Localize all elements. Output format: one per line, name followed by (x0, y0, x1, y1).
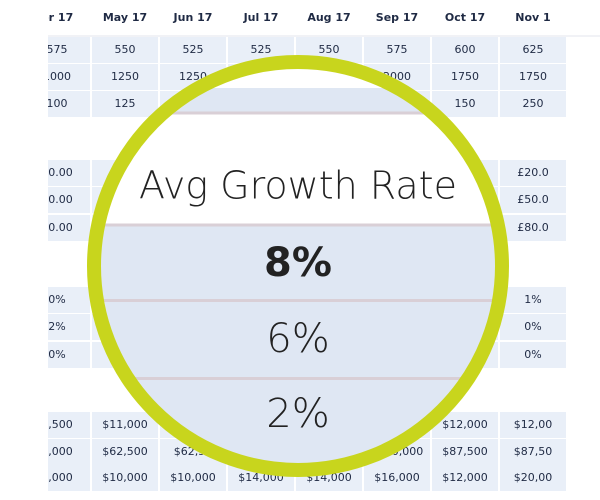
cell (500, 412, 566, 438)
cell (48, 439, 90, 465)
cell (92, 64, 158, 90)
cell-text: $16,000 (374, 471, 420, 484)
cell-text: 1750 (451, 70, 479, 83)
cell (432, 37, 498, 63)
cell (364, 37, 430, 63)
cell-text: 0,000 (41, 471, 73, 484)
cell (48, 37, 90, 63)
magnifier-title: Avg Growth Rate (139, 164, 457, 208)
cell (364, 465, 430, 491)
cell-text: 525 (251, 43, 272, 56)
cell (432, 465, 498, 491)
cell (48, 287, 90, 313)
cell (500, 37, 566, 63)
cell (92, 465, 158, 491)
cell (48, 342, 90, 368)
cell (48, 187, 90, 213)
cell (432, 91, 498, 117)
column-header: pr 17 (41, 11, 73, 24)
cell (48, 465, 90, 491)
cell (500, 287, 566, 313)
cell-text: 0,000 (41, 445, 73, 458)
cell-text: 575 (47, 43, 68, 56)
cell-text: 1000 (43, 70, 71, 83)
cell (500, 314, 566, 340)
cell-text: 550 (319, 43, 340, 56)
cell-text: 0% (524, 320, 541, 333)
cell-text: 525 (183, 43, 204, 56)
cell (500, 64, 566, 90)
cell-text: 0% (48, 348, 65, 361)
cell-text: $62,500 (102, 445, 148, 458)
cell-text: $11,000 (102, 418, 148, 431)
cell-text: 150 (455, 97, 476, 110)
cell-text: £80.0 (517, 221, 549, 234)
cell (48, 64, 90, 90)
row-band (94, 226, 502, 299)
cell-text: 1250 (111, 70, 139, 83)
cell (432, 439, 498, 465)
cell-text: 100 (47, 97, 68, 110)
cell-text: 20.00 (41, 166, 73, 179)
column-header: Jul 17 (243, 11, 279, 24)
growth-value: 6% (266, 316, 329, 362)
cell (160, 37, 226, 63)
cell (92, 412, 158, 438)
column-header: Nov 1 (515, 11, 550, 24)
column-header: Jun 17 (173, 11, 213, 24)
cell-text: £50.0 (517, 193, 549, 206)
cell-text: £20.0 (517, 166, 549, 179)
cell-text: 125 (115, 97, 136, 110)
cell-text: 2% (48, 320, 65, 333)
column-header: May 17 (103, 11, 147, 24)
cell-text: 575 (387, 43, 408, 56)
cell (500, 187, 566, 213)
cell (500, 465, 566, 491)
cell (92, 37, 158, 63)
cell (500, 160, 566, 186)
growth-value: 8% (264, 240, 332, 286)
cell (48, 215, 90, 241)
growth-value: 2% (266, 391, 329, 437)
cell (48, 314, 90, 340)
cell-text: $10,000 (170, 471, 216, 484)
cell-text: $12,00 (514, 418, 553, 431)
cell-text: $12,000 (442, 418, 488, 431)
cell (92, 439, 158, 465)
column-header: Oct 17 (445, 11, 485, 24)
cell (500, 342, 566, 368)
cell (500, 91, 566, 117)
cell-text: 625 (523, 43, 544, 56)
cell (48, 160, 90, 186)
cell (48, 91, 90, 117)
cell-text: $87,500 (442, 445, 488, 458)
cell-text: 50.00 (41, 193, 73, 206)
cell-text: 1,500 (41, 418, 73, 431)
cell-text: 1% (524, 293, 541, 306)
lens-ring (87, 55, 509, 477)
cell (92, 91, 158, 117)
cell (500, 215, 566, 241)
cell (48, 412, 90, 438)
cell-text: $20,00 (514, 471, 553, 484)
cell-text: $10,000 (102, 471, 148, 484)
cell-text: 1750 (519, 70, 547, 83)
cell-text: 80.00 (41, 221, 73, 234)
cell-text: 0% (524, 348, 541, 361)
cell (160, 465, 226, 491)
cell-text: $12,000 (442, 471, 488, 484)
cell-text: 0% (48, 293, 65, 306)
cell-text: 550 (115, 43, 136, 56)
cell-text: $87,50 (514, 445, 553, 458)
cell-text: 600 (455, 43, 476, 56)
cell (500, 439, 566, 465)
cell-text: 250 (523, 97, 544, 110)
column-header: Sep 17 (376, 11, 418, 24)
row-band (94, 302, 502, 377)
column-header: Aug 17 (307, 11, 350, 24)
cell (432, 64, 498, 90)
